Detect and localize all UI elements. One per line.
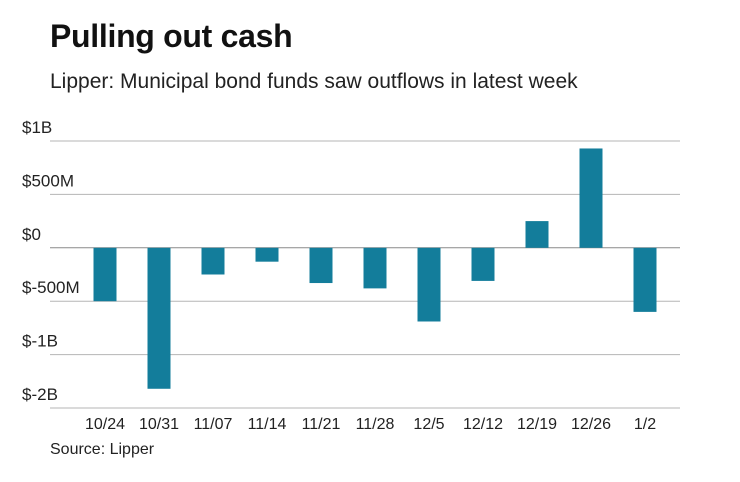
y-tick-label: $-2B [22, 385, 58, 404]
x-tick-label: 1/2 [634, 416, 656, 433]
y-tick-label: $-1B [22, 332, 58, 351]
bar-1-2 [633, 247, 657, 312]
y-tick-label: $500M [22, 171, 74, 190]
y-tick-label: $0 [22, 225, 41, 244]
x-tick-label: 12/26 [571, 416, 611, 433]
bar-12-12 [471, 247, 495, 281]
x-tick-label: 12/5 [413, 416, 444, 433]
bars [93, 148, 657, 389]
bar-11-07 [201, 247, 225, 275]
x-tick-label: 12/12 [463, 416, 503, 433]
x-tick-label: 12/19 [517, 416, 557, 433]
x-tick-label: 10/31 [139, 416, 179, 433]
chart-subtitle: Lipper: Municipal bond funds saw outflow… [50, 70, 578, 93]
x-tick-label: 11/28 [356, 416, 395, 433]
bar-11-14 [255, 247, 279, 262]
y-tick-label: $-500M [22, 278, 80, 297]
bar-11-21 [309, 247, 333, 284]
chart-title: Pulling out cash [50, 18, 293, 54]
x-axis-tick-labels: 10/24 10/31 11/07 11/14 11/21 11/28 12/5 12/12 1… [85, 416, 656, 433]
x-tick-label: 11/21 [302, 416, 341, 433]
bar-12-19 [525, 221, 549, 248]
x-tick-label: 11/07 [194, 416, 233, 433]
x-tick-label: 11/14 [248, 416, 287, 433]
y-tick-label: $1B [22, 118, 52, 137]
bar-10-31 [147, 247, 171, 389]
source-note: Source: Lipper [50, 441, 155, 458]
bar-10-24 [93, 247, 117, 302]
bar-11-28 [363, 247, 387, 289]
bar-12-26 [579, 148, 603, 248]
x-tick-label: 10/24 [85, 416, 125, 433]
y-axis-tick-labels: $1B $500M $0 $-500M $-1B $-2B [22, 118, 80, 404]
bar-12-5 [417, 247, 441, 322]
